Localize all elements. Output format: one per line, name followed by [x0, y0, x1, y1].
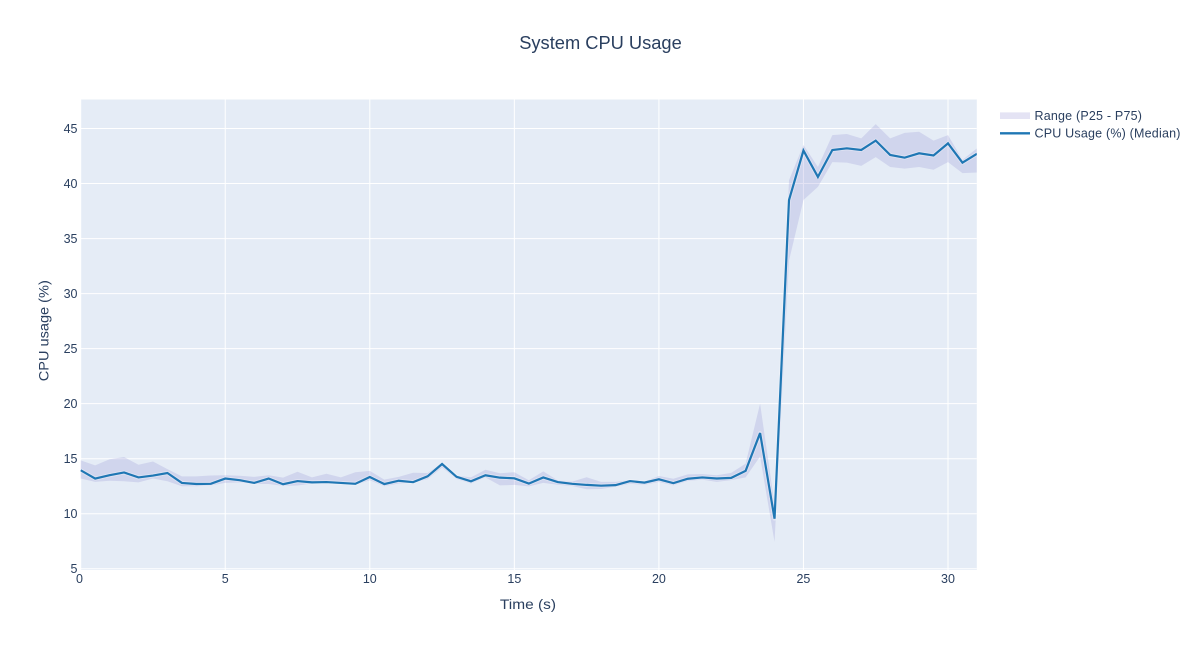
svg-text:CPU Usage (%) (Median): CPU Usage (%) (Median): [1035, 127, 1181, 141]
svg-text:10: 10: [363, 572, 377, 586]
svg-text:Time (s): Time (s): [500, 596, 556, 612]
svg-text:30: 30: [941, 572, 955, 586]
svg-text:30: 30: [64, 287, 78, 301]
svg-text:40: 40: [64, 177, 78, 191]
svg-text:25: 25: [64, 342, 78, 356]
svg-text:10: 10: [64, 507, 78, 521]
svg-text:15: 15: [64, 452, 78, 466]
svg-text:System CPU Usage: System CPU Usage: [519, 32, 682, 53]
svg-text:Range (P25 - P75): Range (P25 - P75): [1035, 109, 1143, 123]
svg-text:0: 0: [76, 572, 83, 586]
svg-text:20: 20: [64, 397, 78, 411]
svg-text:35: 35: [64, 232, 78, 246]
svg-text:45: 45: [64, 122, 78, 136]
svg-text:20: 20: [652, 572, 666, 586]
svg-text:CPU usage (%): CPU usage (%): [36, 280, 52, 381]
svg-text:25: 25: [796, 572, 810, 586]
svg-text:5: 5: [71, 562, 78, 576]
svg-text:15: 15: [507, 572, 521, 586]
svg-text:5: 5: [222, 572, 229, 586]
